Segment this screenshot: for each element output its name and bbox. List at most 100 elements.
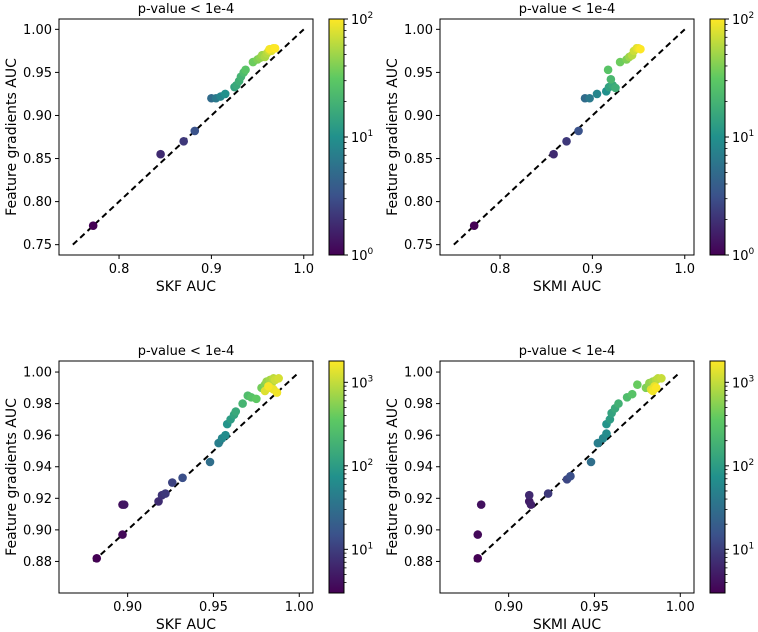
x-axis-label: SKMI AUC <box>533 279 602 295</box>
x-tick-label: 1.0 <box>674 262 695 277</box>
identity-reference-line <box>473 371 681 563</box>
y-tick-label: 0.85 <box>404 152 433 167</box>
scatter-point <box>592 89 602 99</box>
y-tick-label: 0.94 <box>23 460 52 475</box>
scatter-point <box>264 381 273 391</box>
y-tick-label: 0.94 <box>404 460 433 475</box>
x-tick-label: 0.8 <box>109 262 130 277</box>
colorbar-tick-label: 103 <box>351 374 373 391</box>
scatter-point <box>167 478 177 487</box>
scatter-point <box>231 407 241 416</box>
colorbar: 100 101 102 <box>709 11 755 264</box>
scatter-point <box>627 389 637 399</box>
scatter-panel-3: p-value < 1e-4 0.90 0.95 1.00 0.88 0.90 0.92 0.… <box>4 344 373 632</box>
colorbar-tick-label: 102 <box>351 11 373 28</box>
scatter-point <box>161 489 170 498</box>
scatter-point <box>524 490 534 500</box>
scatter-point <box>585 93 594 103</box>
x-tick-label: 0.90 <box>113 600 142 615</box>
scatter-point <box>526 500 536 509</box>
y-tick-label: 0.88 <box>23 555 52 570</box>
plot-frame <box>439 18 695 256</box>
scatter-point <box>205 457 215 467</box>
scatter-point <box>586 457 596 467</box>
scatter-points <box>473 374 666 563</box>
colorbar-tick-label: 102 <box>732 11 754 28</box>
scatter-point <box>88 221 98 231</box>
scatter-point <box>543 489 553 498</box>
y-tick-label: 0.98 <box>23 397 52 412</box>
y-tick-label: 1.00 <box>404 366 433 381</box>
y-tick-label: 0.85 <box>23 152 52 167</box>
y-axis-label: Feature gradients AUC <box>4 398 20 556</box>
scatter-point <box>92 553 102 563</box>
identity-reference-line <box>72 28 305 246</box>
scatter-point <box>220 89 230 99</box>
y-tick-label: 0.92 <box>23 492 52 507</box>
scatter-point <box>221 430 230 440</box>
y-axis-label: Feature gradients AUC <box>385 398 401 556</box>
scatter-point <box>633 380 642 389</box>
y-tick-label: 0.95 <box>404 66 433 81</box>
panel-title: p-value < 1e-4 <box>138 344 235 359</box>
scatter-point <box>549 149 558 159</box>
x-tick-label: 0.95 <box>199 600 228 615</box>
scatter-point <box>178 473 187 483</box>
scatter-point <box>270 43 280 53</box>
x-axis-label: SKF AUC <box>156 279 216 295</box>
scatter-point <box>566 471 575 481</box>
scatter-point <box>476 500 486 509</box>
colorbar-tick-label: 100 <box>732 247 755 264</box>
y-tick-label: 0.80 <box>404 195 433 210</box>
scatter-point <box>238 399 247 408</box>
y-tick-label: 0.80 <box>23 195 52 210</box>
scatter-points <box>92 374 283 563</box>
scatter-point <box>651 383 661 393</box>
scatter-point <box>602 429 611 438</box>
colorbar: 100 101 102 <box>328 11 374 264</box>
colorbar-tick-label: 102 <box>732 458 754 475</box>
y-axis-label: Feature gradients AUC <box>385 58 401 216</box>
y-axis-label: Feature gradients AUC <box>4 58 20 216</box>
scatter-point <box>611 83 620 93</box>
scatter-point <box>636 44 645 54</box>
scatter-point <box>179 137 188 146</box>
scatter-point <box>615 57 625 67</box>
y-tick-label: 0.98 <box>404 397 433 412</box>
identity-reference-line <box>92 371 300 563</box>
colorbar-gradient <box>709 360 726 594</box>
colorbar-gradient <box>709 18 726 256</box>
x-tick-label: 0.90 <box>494 600 523 615</box>
x-tick-label: 1.00 <box>666 600 695 615</box>
colorbar-gradient <box>328 360 345 594</box>
scatter-panel-4: p-value < 1e-4 0.90 0.95 1.00 0.88 0.90 0.92 0.… <box>385 344 754 632</box>
y-tick-label: 0.96 <box>404 429 433 444</box>
colorbar-gradient <box>328 18 345 256</box>
scatter-panel-1: p-value < 1e-4 0.8 0.9 1.0 0.75 0.80 0.85 0.90 0… <box>4 2 374 295</box>
scatter-panel-2: p-value < 1e-4 0.8 0.9 1.0 0.75 0.80 0.85 0.90 0… <box>385 2 755 295</box>
scatter-point <box>562 137 571 146</box>
scatter-point <box>156 149 165 159</box>
scatter-point <box>606 74 616 84</box>
y-tick-label: 1.00 <box>404 23 433 38</box>
colorbar-tick-label: 102 <box>351 458 373 475</box>
panel-title: p-value < 1e-4 <box>138 2 235 17</box>
y-tick-label: 1.00 <box>23 23 52 38</box>
y-tick-label: 0.90 <box>23 523 52 538</box>
colorbar: 101 102 103 <box>328 360 373 594</box>
x-axis-label: SKMI AUC <box>533 617 602 632</box>
colorbar-tick-label: 101 <box>732 129 754 146</box>
scatter-point <box>252 394 261 404</box>
colorbar: 101 102 103 <box>709 360 754 594</box>
scatter-point <box>603 65 613 75</box>
y-tick-label: 0.90 <box>23 109 52 124</box>
scatter-point <box>154 497 163 506</box>
scatter-point <box>118 530 127 539</box>
y-tick-label: 0.75 <box>23 238 52 253</box>
colorbar-tick-label: 100 <box>351 247 374 264</box>
x-tick-label: 0.9 <box>582 262 603 277</box>
colorbar-tick-label: 101 <box>732 541 754 558</box>
scatter-point <box>119 500 129 509</box>
x-tick-label: 0.9 <box>201 262 222 277</box>
scatter-point <box>614 399 623 408</box>
